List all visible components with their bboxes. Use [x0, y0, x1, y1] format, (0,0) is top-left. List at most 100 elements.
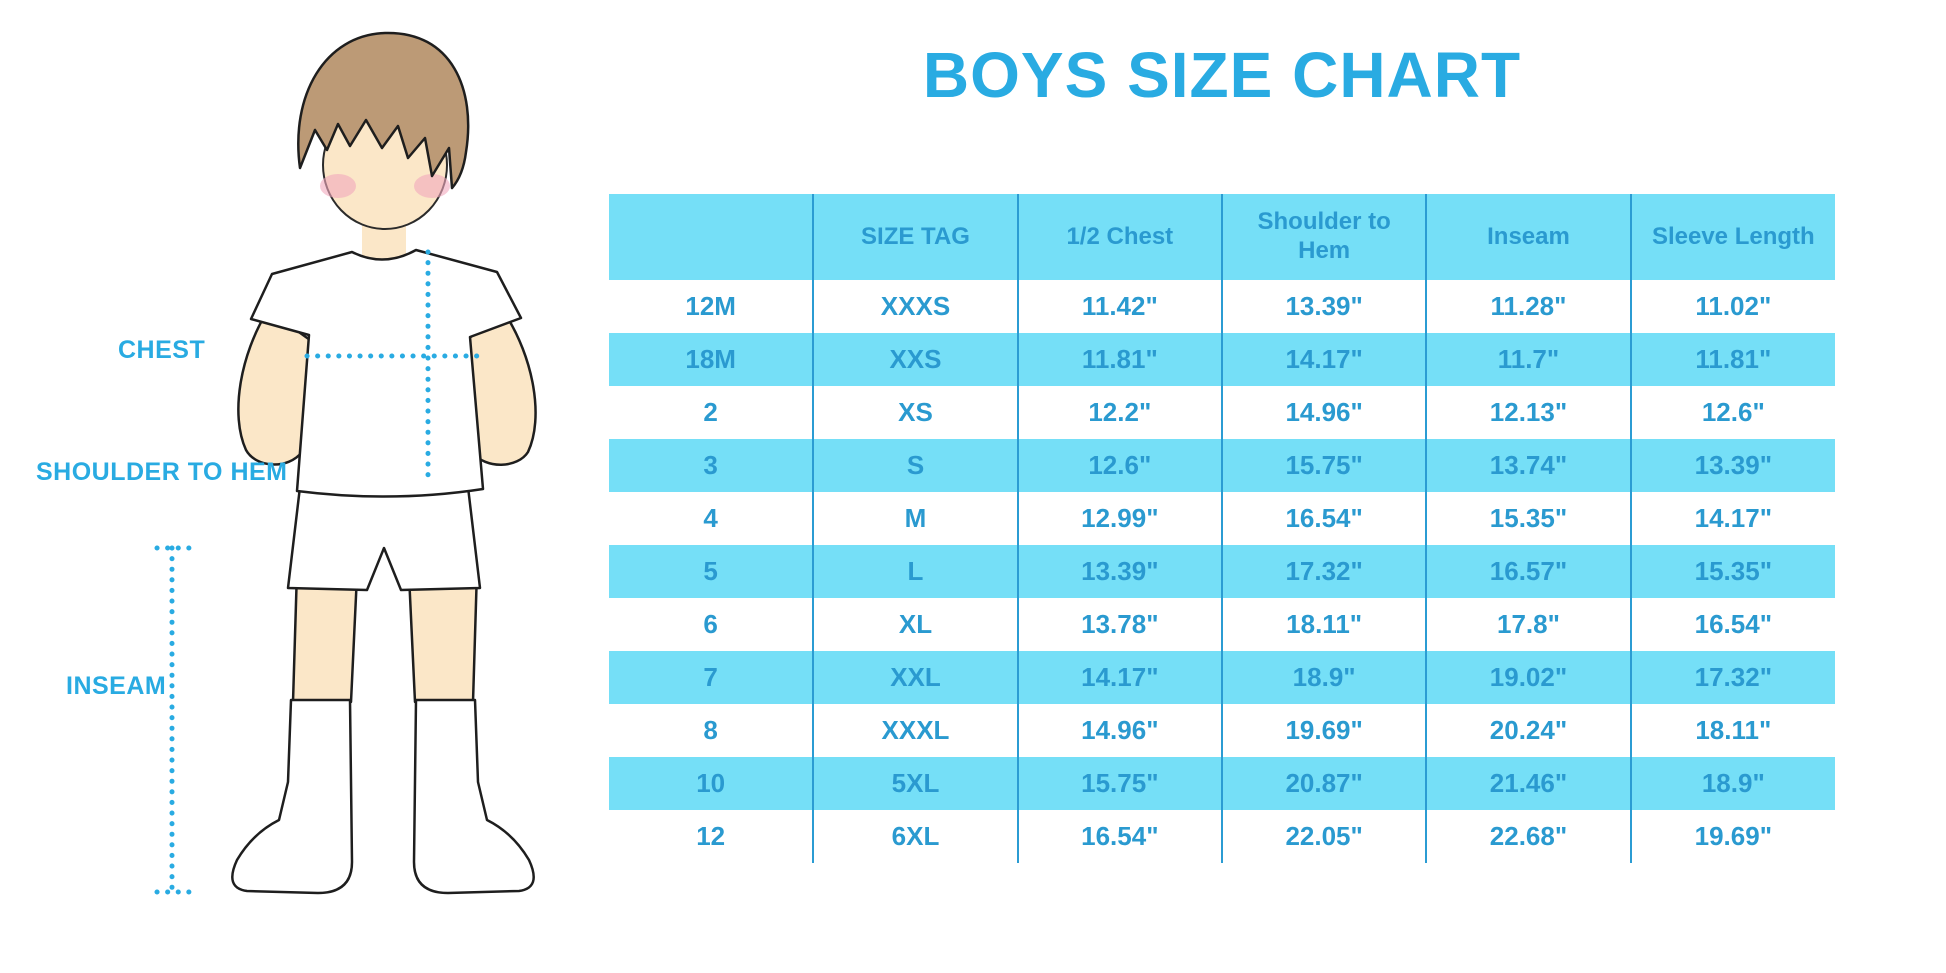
table-cell: 15.75" — [1221, 439, 1428, 492]
shorts — [286, 485, 482, 592]
shoulder-to-hem-label: SHOULDER TO HEM — [36, 458, 288, 486]
table-cell: 17.32" — [1630, 651, 1835, 704]
table-cell: 13.78" — [1017, 598, 1223, 651]
table-cell: 16.57" — [1426, 545, 1632, 598]
inseam-label: INSEAM — [66, 672, 167, 700]
table-cell: 18M — [609, 333, 815, 386]
table-cell: XXXS — [813, 280, 1019, 333]
left-arm — [237, 308, 312, 466]
table-cell: 13.39" — [1630, 439, 1835, 492]
table-cell: 12 — [609, 810, 815, 863]
table-cell: S — [813, 439, 1019, 492]
table-cell: 11.7" — [1426, 333, 1632, 386]
table-cell: 13.74" — [1426, 439, 1632, 492]
table-cell: 14.17" — [1221, 333, 1428, 386]
table-cell: 15.35" — [1630, 545, 1835, 598]
table-cell: 12.6" — [1701, 397, 1765, 427]
table-cell: 5XL — [813, 757, 1019, 810]
left-blush — [320, 174, 356, 198]
table-row: 2 XS 12.2" 14.96" 12.13" 12.6" — [609, 386, 1835, 439]
table-cell: 15.75" — [1017, 757, 1223, 810]
left-sock — [231, 698, 354, 895]
table-row: 10 5XL 15.75" 20.87" 21.46" 18.9" — [609, 757, 1835, 810]
table-cell: 19.02" — [1426, 651, 1632, 704]
table-cell: 6XL — [813, 810, 1019, 863]
size-table-body: 12M XXXS 11.42" 13.39" 11.28" 11.02" 18M XXS 11.… — [609, 280, 1835, 863]
table-cell: 11.42" — [1017, 280, 1223, 333]
table-cell: 13.39" — [1221, 280, 1428, 333]
table-cell: 6 — [609, 598, 815, 651]
table-cell: 20.24" — [1426, 704, 1632, 757]
size-table-container: SIZE TAG 1/2 Chest Shoulder to Hem Insea… — [609, 194, 1835, 863]
hair — [297, 31, 470, 190]
table-cell: 8 — [609, 704, 815, 757]
table-cell: 17.8" — [1426, 598, 1632, 651]
right-sock — [412, 698, 535, 895]
right-blush — [414, 174, 450, 198]
header-cell-half-chest: 1/2 Chest — [1017, 194, 1223, 280]
table-row: 12 6XL 16.54" 22.05" 22.68" 19.69" — [609, 810, 1835, 863]
header-cell-inseam: Inseam — [1426, 194, 1632, 280]
table-cell: 7 — [609, 651, 815, 704]
table-row: 7 XXL 14.17" 18.9" 19.02" 17.32" — [609, 651, 1835, 704]
table-cell: M — [813, 492, 1019, 545]
table-cell: 16.54" — [1694, 609, 1773, 639]
table-cell: 14.17" — [1694, 503, 1773, 533]
table-cell: 11.81" — [1630, 333, 1835, 386]
table-row: 3 S 12.6" 15.75" 13.74" 13.39" — [609, 439, 1835, 492]
table-cell: 17.32" — [1221, 545, 1428, 598]
table-row: 5 L 13.39" 17.32" 16.57" 15.35" — [609, 545, 1835, 598]
table-cell: 20.87" — [1221, 757, 1428, 810]
table-row: 12M XXXS 11.42" 13.39" 11.28" 11.02" — [609, 280, 1835, 333]
table-cell: 18.9" — [1630, 757, 1835, 810]
table-row: 8 XXXL 14.96" 19.69" 20.24" 18.11" — [609, 704, 1835, 757]
table-cell: XS — [813, 386, 1019, 439]
table-cell: 18.11" — [1221, 598, 1428, 651]
table-cell: 19.69" — [1221, 704, 1428, 757]
header-cell-sleeve-length: Sleeve Length — [1630, 194, 1835, 280]
t-shirt — [249, 248, 523, 498]
table-cell: 16.54" — [1221, 492, 1428, 545]
table-row: 6 XL 13.78" 18.11" 17.8" 16.54" — [609, 598, 1835, 651]
table-cell: 19.69" — [1694, 821, 1773, 851]
table-cell: 10 — [609, 757, 815, 810]
table-cell: 18.9" — [1221, 651, 1428, 704]
table-cell: 22.68" — [1426, 810, 1632, 863]
table-cell: 12.99" — [1017, 492, 1223, 545]
table-cell: 2 — [609, 386, 815, 439]
header-cell-shoulder-to-hem: Shoulder to Hem — [1221, 194, 1428, 280]
size-table: SIZE TAG 1/2 Chest Shoulder to Hem Insea… — [609, 194, 1835, 863]
table-cell: XL — [813, 598, 1019, 651]
header-cell-size-tag: SIZE TAG — [813, 194, 1019, 280]
table-cell: XXS — [813, 333, 1019, 386]
table-cell: XXL — [813, 651, 1019, 704]
table-cell: 14.96" — [1017, 704, 1223, 757]
table-cell: 15.35" — [1426, 492, 1632, 545]
table-cell: 22.05" — [1221, 810, 1428, 863]
table-cell: XXXL — [813, 704, 1019, 757]
page-title: BOYS SIZE CHART — [922, 39, 1522, 111]
table-cell: 14.96" — [1221, 386, 1428, 439]
size-table-header: SIZE TAG 1/2 Chest Shoulder to Hem Insea… — [609, 194, 1835, 280]
table-cell: 11.02" — [1695, 291, 1772, 321]
table-cell: L — [813, 545, 1019, 598]
table-cell: 21.46" — [1426, 757, 1632, 810]
table-row: 4 M 12.99" 16.54" 15.35" 14.17" — [609, 492, 1835, 545]
table-cell: 13.39" — [1017, 545, 1223, 598]
table-cell: 12.13" — [1426, 386, 1632, 439]
table-cell: 14.17" — [1017, 651, 1223, 704]
table-cell: 12.2" — [1017, 386, 1223, 439]
table-cell: 11.81" — [1017, 333, 1223, 386]
table-cell: 12M — [609, 280, 815, 333]
header-row: SIZE TAG 1/2 Chest Shoulder to Hem Insea… — [609, 194, 1835, 280]
boy-illustration — [154, 31, 537, 895]
table-cell: 5 — [609, 545, 815, 598]
table-cell: 12.6" — [1017, 439, 1223, 492]
measurement-dotted-lines — [154, 249, 484, 895]
table-cell: 18.11" — [1695, 715, 1772, 745]
table-cell: 4 — [609, 492, 815, 545]
table-row: 18M XXS 11.81" 14.17" 11.7" 11.81" — [609, 333, 1835, 386]
table-cell: 16.54" — [1017, 810, 1223, 863]
chest-label: CHEST — [118, 336, 206, 364]
